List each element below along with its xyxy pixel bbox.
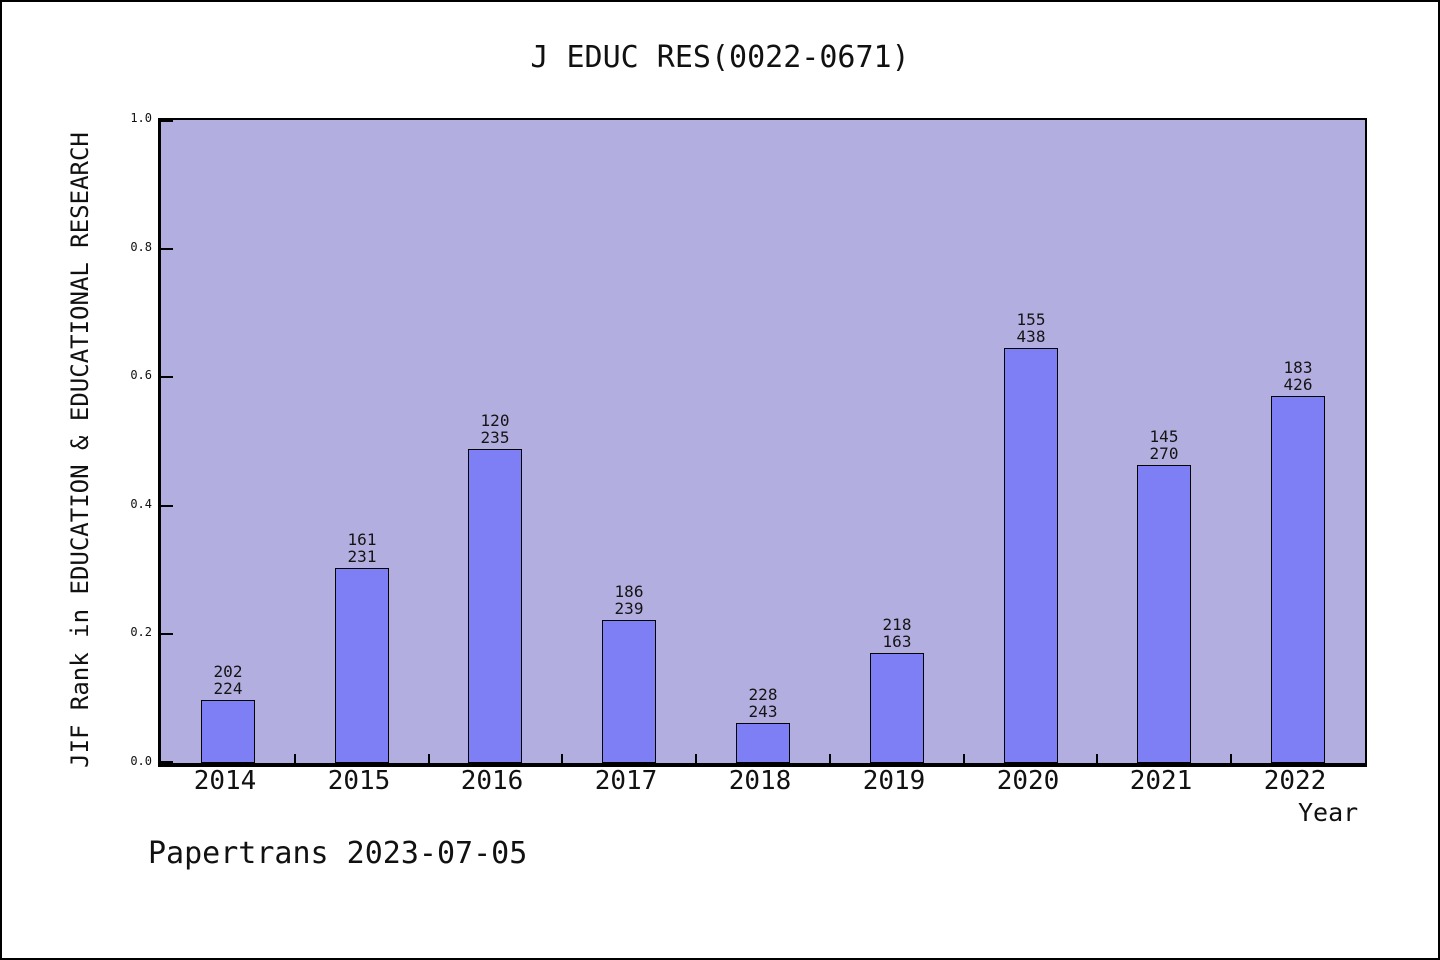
x-tick-label-2020: 2020 — [996, 766, 1060, 796]
bar-total-value: 270 — [1149, 444, 1179, 463]
x-tick-label-2017: 2017 — [594, 766, 658, 796]
bar-total-value: 243 — [748, 702, 778, 721]
x-tick-label-2015: 2015 — [327, 766, 391, 796]
x-tick-label-2018: 2018 — [728, 766, 792, 796]
bar-total-value: 438 — [1016, 327, 1046, 346]
bar-rank-value: 202 — [213, 662, 243, 681]
bar-rank-value: 183 — [1283, 358, 1313, 377]
chart-title: J EDUC RES(0022-0671) — [530, 40, 910, 75]
bar-rank-value: 228 — [748, 685, 778, 704]
x-axis-tick-mark — [294, 754, 296, 763]
y-axis-tick-mark — [161, 761, 173, 763]
x-tick-label-2014: 2014 — [193, 766, 257, 796]
bar-rank-value: 218 — [882, 615, 912, 634]
y-tick-label-0.0: 0.0 — [130, 754, 152, 768]
y-tick-label-1.0: 1.0 — [130, 111, 152, 125]
bar-value-label-2014: 202 224 — [168, 663, 288, 697]
x-axis-title: Year — [1298, 798, 1359, 827]
bar-total-value: 235 — [480, 428, 510, 447]
bar-value-label-2016: 120 235 — [435, 412, 555, 446]
plot-area: 202 224 161 231 120 235 186 239 228 243 218 163 155 4… — [158, 118, 1367, 767]
x-axis-tick-mark — [1230, 754, 1232, 763]
bar-value-label-2022: 183 426 — [1238, 359, 1358, 393]
bar-rank-value: 186 — [614, 582, 644, 601]
x-tick-label-2021: 2021 — [1129, 766, 1193, 796]
y-axis-tick-mark — [161, 120, 173, 122]
bar-total-value: 426 — [1283, 375, 1313, 394]
bar-value-label-2019: 218 163 — [837, 616, 957, 650]
x-axis-tick-mark — [695, 754, 697, 763]
y-tick-label-0.4: 0.4 — [130, 497, 152, 511]
bar-2017 — [602, 620, 656, 763]
y-tick-label-0.2: 0.2 — [130, 625, 152, 639]
bar-value-label-2017: 186 239 — [569, 583, 689, 617]
bar-2022 — [1271, 396, 1325, 763]
bar-total-value: 163 — [882, 632, 912, 651]
bar-total-value: 231 — [347, 547, 377, 566]
bar-2021 — [1137, 465, 1191, 763]
bar-2020 — [1004, 348, 1058, 763]
bar-2015 — [335, 568, 389, 763]
bar-rank-value: 145 — [1149, 427, 1179, 446]
bar-rank-value: 155 — [1016, 310, 1046, 329]
bar-rank-value: 120 — [480, 411, 510, 430]
bar-rank-value: 161 — [347, 530, 377, 549]
y-tick-label-0.6: 0.6 — [130, 368, 152, 382]
bar-value-label-2020: 155 438 — [971, 311, 1091, 345]
y-axis-title: JIF Rank in EDUCATION & EDUCATIONAL RESE… — [66, 132, 94, 768]
bar-2019 — [870, 653, 924, 763]
y-axis-tick-mark — [161, 248, 173, 250]
x-axis-tick-mark — [428, 754, 430, 763]
bar-2014 — [201, 700, 255, 763]
bar-value-label-2021: 145 270 — [1104, 428, 1224, 462]
footer-note: Papertrans 2023-07-05 — [148, 836, 528, 871]
bar-value-label-2018: 228 243 — [703, 686, 823, 720]
x-axis-tick-mark — [1096, 754, 1098, 763]
x-tick-label-2022: 2022 — [1263, 766, 1327, 796]
x-tick-label-2019: 2019 — [862, 766, 926, 796]
x-axis-tick-mark — [561, 754, 563, 763]
x-tick-label-2016: 2016 — [460, 766, 524, 796]
y-axis-tick-mark — [161, 633, 173, 635]
bar-value-label-2015: 161 231 — [302, 531, 422, 565]
bar-total-value: 224 — [213, 679, 243, 698]
y-axis-tick-mark — [161, 376, 173, 378]
x-axis-tick-mark — [829, 754, 831, 763]
x-axis-tick-mark — [963, 754, 965, 763]
bar-2018 — [736, 723, 790, 763]
y-tick-label-0.8: 0.8 — [130, 240, 152, 254]
bar-total-value: 239 — [614, 599, 644, 618]
bar-2016 — [468, 449, 522, 763]
y-axis-tick-mark — [161, 505, 173, 507]
